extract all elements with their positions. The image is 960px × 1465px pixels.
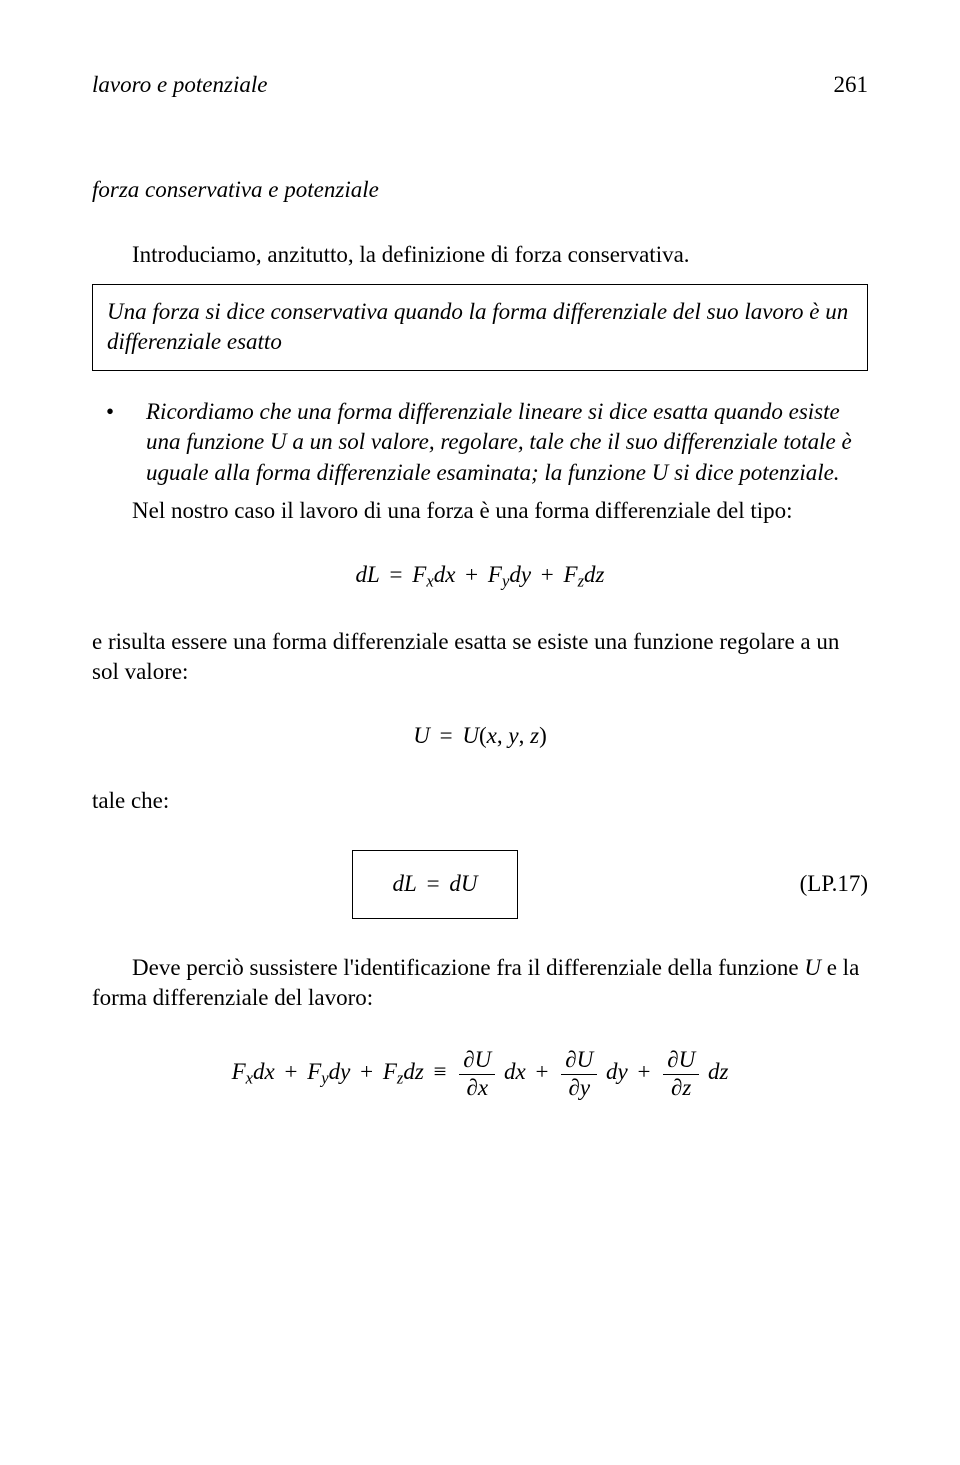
tale-che: tale che:	[92, 786, 868, 816]
e3-d2: d	[329, 1059, 341, 1084]
bullet-sym-u1: U	[270, 429, 287, 454]
paragraph-3: e risulta essere una forma differenziale…	[92, 627, 868, 688]
sym-plus1: +	[465, 562, 478, 587]
sym-U2: U	[462, 723, 479, 748]
equation-dl: dL = Fxdx + Fydy + Fzdz	[92, 560, 868, 592]
e3-p3: +	[536, 1059, 549, 1084]
sym-z1: z	[596, 562, 605, 587]
sym-yarg: y	[508, 723, 518, 748]
frac-dudy: ∂U ∂y	[561, 1047, 597, 1101]
e3-y2: y	[618, 1059, 628, 1084]
running-head: lavoro e potenziale 261	[92, 70, 868, 100]
section-subhead: forza conservativa e potenziale	[92, 175, 868, 205]
e3-d4: d	[504, 1059, 516, 1084]
equation-boxed-row: dL = dU (LP.17)	[92, 850, 868, 918]
e3-d6: d	[708, 1059, 720, 1084]
sym-U1: U	[413, 723, 430, 748]
pd2b: ∂	[568, 1075, 579, 1100]
e3-p4: +	[637, 1059, 650, 1084]
sym-d4: d	[393, 871, 405, 896]
e3-subx: x	[246, 1069, 253, 1088]
e3-d3: d	[403, 1059, 415, 1084]
definition-box: Una forza si dice conservativa quando la…	[92, 284, 868, 371]
para4-U: U	[804, 955, 821, 980]
bullet-marker: •	[92, 397, 146, 488]
e3-z2: z	[719, 1059, 728, 1084]
sym-d3: d	[584, 562, 596, 587]
e3-x2: x	[516, 1059, 526, 1084]
sym-c1: ,	[497, 723, 503, 748]
frac-dudx: ∂U ∂x	[459, 1047, 495, 1101]
sym-plus2: +	[541, 562, 554, 587]
sym-close: )	[539, 723, 547, 748]
pdU1: U	[475, 1047, 492, 1072]
bullet-remark: • Ricordiamo che una forma differenziale…	[92, 397, 868, 488]
bullet-part-c: si dice potenziale.	[668, 460, 839, 485]
pdx1: x	[478, 1075, 488, 1100]
equation-number: (LP.17)	[778, 869, 868, 899]
equation-identity: Fxdx + Fydy + Fzdz ≡ ∂U ∂x dx + ∂U ∂y dy…	[92, 1047, 868, 1101]
pd3b: ∂	[671, 1075, 682, 1100]
pd2: ∂	[565, 1047, 576, 1072]
paragraph-2: Nel nostro caso il lavoro di una forza è…	[92, 496, 868, 526]
e3-p2: +	[360, 1059, 373, 1084]
sym-F1: F	[412, 562, 426, 587]
e3-ident: ≡	[434, 1059, 447, 1084]
sym-zarg: z	[530, 723, 539, 748]
e3-z1: z	[415, 1059, 424, 1084]
sym-U3: U	[461, 871, 478, 896]
e3-d5: d	[606, 1059, 618, 1084]
sym-F2: F	[488, 562, 502, 587]
pd1: ∂	[463, 1047, 474, 1072]
e3-y1: y	[340, 1059, 350, 1084]
sym-c2: ,	[519, 723, 525, 748]
e3-F3: F	[383, 1059, 397, 1084]
page-number: 261	[834, 70, 869, 100]
sym-eq: =	[390, 562, 403, 587]
bullet-text: Ricordiamo che una forma differenziale l…	[146, 397, 868, 488]
paragraph-4: Deve perciò sussistere l'identificazione…	[92, 953, 868, 1014]
e3-p1: +	[284, 1059, 297, 1084]
equation-u: U = U(x, y, z)	[92, 721, 868, 751]
pdy2: y	[580, 1075, 590, 1100]
para4-a: Deve perciò sussistere l'identificazione…	[132, 955, 804, 980]
sym-eq3: =	[427, 871, 440, 896]
sym-F3: F	[564, 562, 578, 587]
pdz3: z	[682, 1075, 691, 1100]
pdU2: U	[577, 1047, 594, 1072]
pd3: ∂	[667, 1047, 678, 1072]
sym-xarg: x	[487, 723, 497, 748]
sym-eq2: =	[440, 723, 453, 748]
pd1b: ∂	[467, 1075, 478, 1100]
sym-d1: d	[434, 562, 446, 587]
sym-x1: x	[445, 562, 455, 587]
sym-y1: y	[521, 562, 531, 587]
e3-F1: F	[232, 1059, 246, 1084]
sym-d: d	[356, 562, 368, 587]
bullet-sym-u2: U	[652, 460, 669, 485]
sym-d5: d	[449, 871, 461, 896]
sym-L: L	[367, 562, 380, 587]
sym-d2: d	[509, 562, 521, 587]
e3-suby: y	[321, 1069, 328, 1088]
runhead-title: lavoro e potenziale	[92, 70, 267, 100]
e3-d1: d	[253, 1059, 265, 1084]
sym-open: (	[479, 723, 487, 748]
equation-boxed: dL = dU	[92, 850, 778, 918]
definition-text: Una forza si dice conservativa quando la…	[107, 299, 848, 354]
frac-dudz: ∂U ∂z	[663, 1047, 699, 1101]
sub-x1: x	[426, 572, 433, 591]
pdU3: U	[679, 1047, 696, 1072]
intro-paragraph: Introduciamo, anzitutto, la definizione …	[92, 240, 868, 270]
sym-L2: L	[404, 871, 417, 896]
e3-F2: F	[307, 1059, 321, 1084]
e3-x1: x	[265, 1059, 275, 1084]
